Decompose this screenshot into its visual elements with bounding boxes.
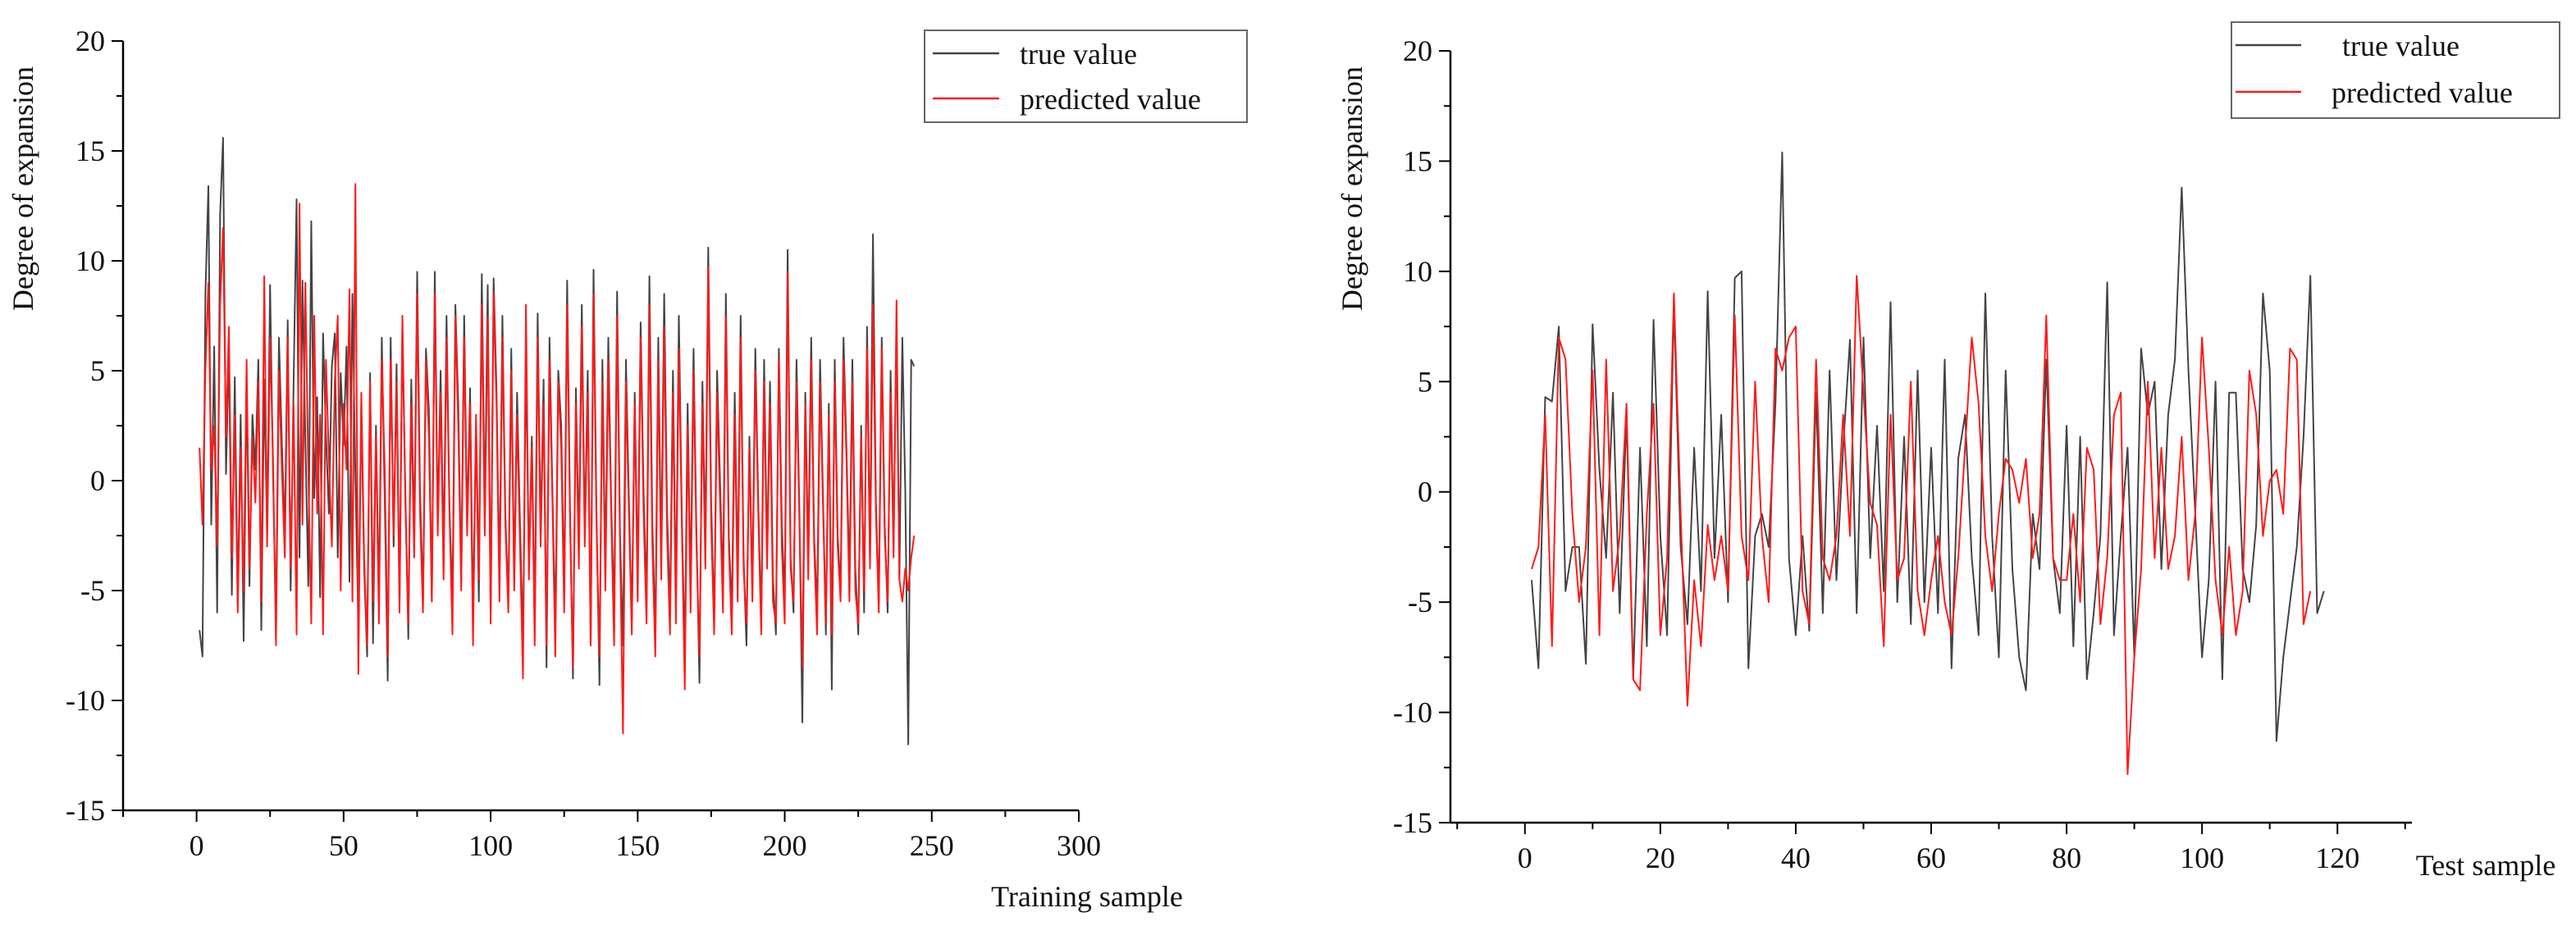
training-y-tick-label: 5 [90, 354, 105, 387]
training-x-tick-label: 0 [190, 829, 204, 862]
training-y-tick-label: -10 [66, 684, 105, 717]
test-chart: -15 -10 -5 0 5 10 15 20 0 20 40 60 80 100 120 Test sam… [1336, 21, 2560, 882]
test-legend-true-label: true value [2342, 30, 2460, 62]
training-legend-true-label: true value [1020, 38, 1137, 71]
training-legend: true value predicted value [924, 30, 1248, 123]
test-series-true-value-line [1531, 151, 2325, 742]
training-x-tick-label: 200 [763, 829, 807, 862]
training-y-tick-label: -15 [66, 794, 105, 827]
test-y-tick-label: 20 [1403, 34, 1432, 67]
training-y-axis-label: Degree of expansion [7, 66, 39, 311]
test-legend-box [2231, 21, 2560, 119]
training-x-tick-label: 50 [329, 829, 359, 862]
test-series-predicted-value-line [1531, 275, 2312, 775]
test-x-tick-label: 0 [1518, 842, 1532, 874]
test-x-tick-label: 40 [1781, 842, 1811, 874]
test-legend-pred-label: predicted value [2332, 76, 2513, 109]
training-legend-pred-label: predicted value [1020, 83, 1201, 116]
test-y-tick-label: -15 [1393, 806, 1432, 839]
training-y-tick-label: 0 [90, 464, 105, 497]
test-y-tick-label: 15 [1403, 144, 1432, 177]
test-axes: -15 -10 -5 0 5 10 15 20 0 20 40 60 80 100 120 [1393, 34, 2412, 874]
test-y-tick-label: 5 [1418, 365, 1432, 398]
test-y-axis-label: Degree of expansion [1336, 66, 1368, 311]
test-x-tick-label: 100 [2180, 842, 2224, 874]
training-x-axis-label: Training sample [991, 880, 1183, 913]
test-y-tick-label: 10 [1403, 255, 1432, 288]
test-x-tick-label: 60 [1916, 842, 1946, 874]
training-x-tick-label: 150 [615, 829, 660, 862]
test-x-axis-label: Test sample [2416, 849, 2555, 882]
training-x-tick-label: 100 [468, 829, 513, 862]
training-legend-box [924, 30, 1248, 123]
test-x-tick-label: 80 [2052, 842, 2081, 874]
training-x-tick-label: 250 [910, 829, 954, 862]
test-legend: true value predicted value [2231, 21, 2560, 119]
training-series-predicted-value-line [199, 183, 916, 735]
test-x-tick-label: 120 [2315, 842, 2359, 874]
training-x-tick-label: 300 [1057, 829, 1101, 862]
test-y-tick-label: -5 [1408, 586, 1432, 618]
test-y-tick-label: -10 [1393, 696, 1432, 729]
training-series [199, 136, 916, 746]
training-y-tick-label: -5 [80, 574, 105, 607]
training-y-tick-label: 10 [75, 244, 105, 277]
test-y-tick-label: 0 [1418, 476, 1432, 509]
test-x-tick-label: 20 [1646, 842, 1675, 874]
training-y-tick-label: 15 [75, 135, 105, 167]
test-series [1531, 151, 2325, 775]
training-y-tick-label: 20 [75, 25, 105, 57]
